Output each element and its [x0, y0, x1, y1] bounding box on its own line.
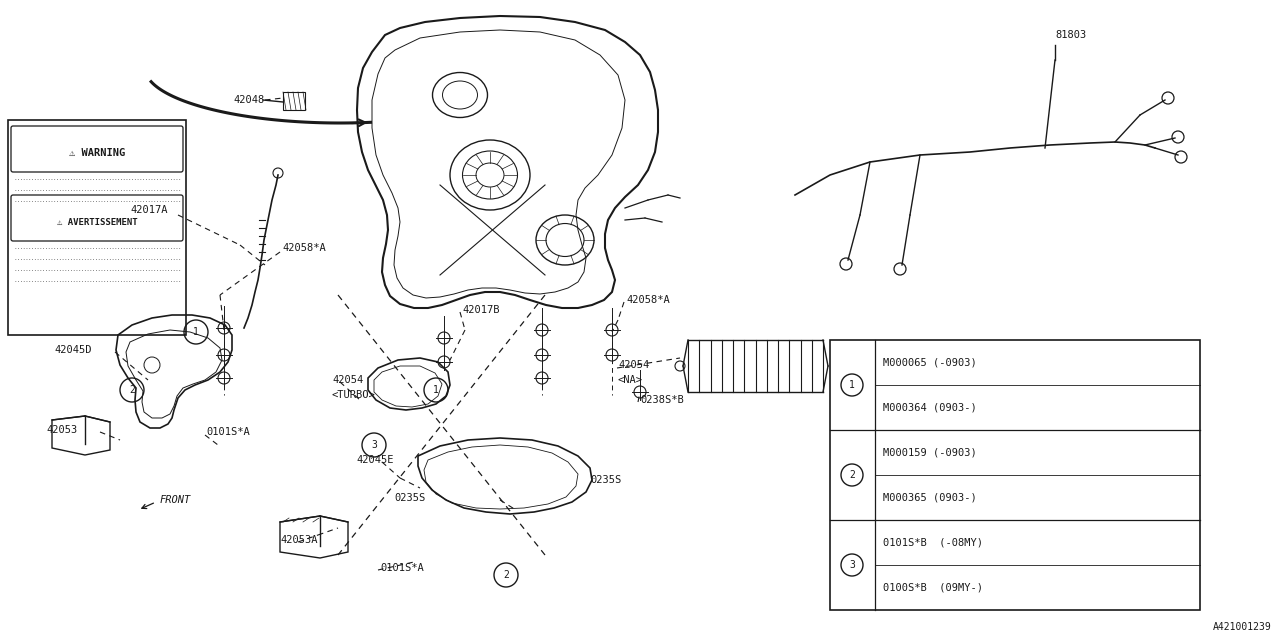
Text: 1: 1	[433, 385, 439, 395]
Text: 42045D: 42045D	[54, 345, 91, 355]
Text: 42054: 42054	[618, 360, 649, 370]
Text: 2: 2	[503, 570, 509, 580]
Text: 42045E: 42045E	[356, 455, 393, 465]
Text: M000065 (-0903): M000065 (-0903)	[883, 358, 977, 367]
Text: <NA>: <NA>	[618, 375, 643, 385]
Text: 42048: 42048	[234, 95, 265, 105]
Text: 0101S*A: 0101S*A	[206, 427, 250, 437]
Text: 0238S*B: 0238S*B	[640, 395, 684, 405]
Text: 42058*A: 42058*A	[282, 243, 325, 253]
Text: 42058*A: 42058*A	[626, 295, 669, 305]
Text: 42054: 42054	[332, 375, 364, 385]
Text: 81803: 81803	[1055, 30, 1087, 40]
Text: 2: 2	[129, 385, 134, 395]
Text: 2: 2	[849, 470, 855, 480]
Bar	[829, 340, 1201, 610]
Text: ⚠ WARNING: ⚠ WARNING	[69, 148, 125, 158]
Text: 0235S: 0235S	[394, 493, 425, 503]
Text: A421001239: A421001239	[1213, 622, 1272, 632]
Text: 0101S*B  (-08MY): 0101S*B (-08MY)	[883, 538, 983, 547]
Text: M000364 (0903-): M000364 (0903-)	[883, 403, 977, 413]
Text: M000159 (-0903): M000159 (-0903)	[883, 447, 977, 458]
Bar	[283, 92, 305, 110]
Text: 42053A: 42053A	[280, 535, 317, 545]
Text: 1: 1	[193, 327, 198, 337]
Text: 0100S*B  (09MY-): 0100S*B (09MY-)	[883, 582, 983, 593]
Text: M000365 (0903-): M000365 (0903-)	[883, 493, 977, 502]
Text: 42017B: 42017B	[462, 305, 499, 315]
Text: 42053: 42053	[46, 425, 77, 435]
Text: FRONT: FRONT	[160, 495, 191, 505]
Text: 3: 3	[371, 440, 376, 450]
Text: 3: 3	[849, 560, 855, 570]
Text: ⚠ AVERTISSEMENT: ⚠ AVERTISSEMENT	[56, 218, 137, 227]
Bar	[8, 120, 186, 335]
Text: 0235S: 0235S	[590, 475, 621, 485]
Text: <TURBO>: <TURBO>	[332, 390, 376, 400]
Text: 1: 1	[849, 380, 855, 390]
Text: 42017A: 42017A	[131, 205, 168, 215]
Text: 0101S*A: 0101S*A	[380, 563, 424, 573]
